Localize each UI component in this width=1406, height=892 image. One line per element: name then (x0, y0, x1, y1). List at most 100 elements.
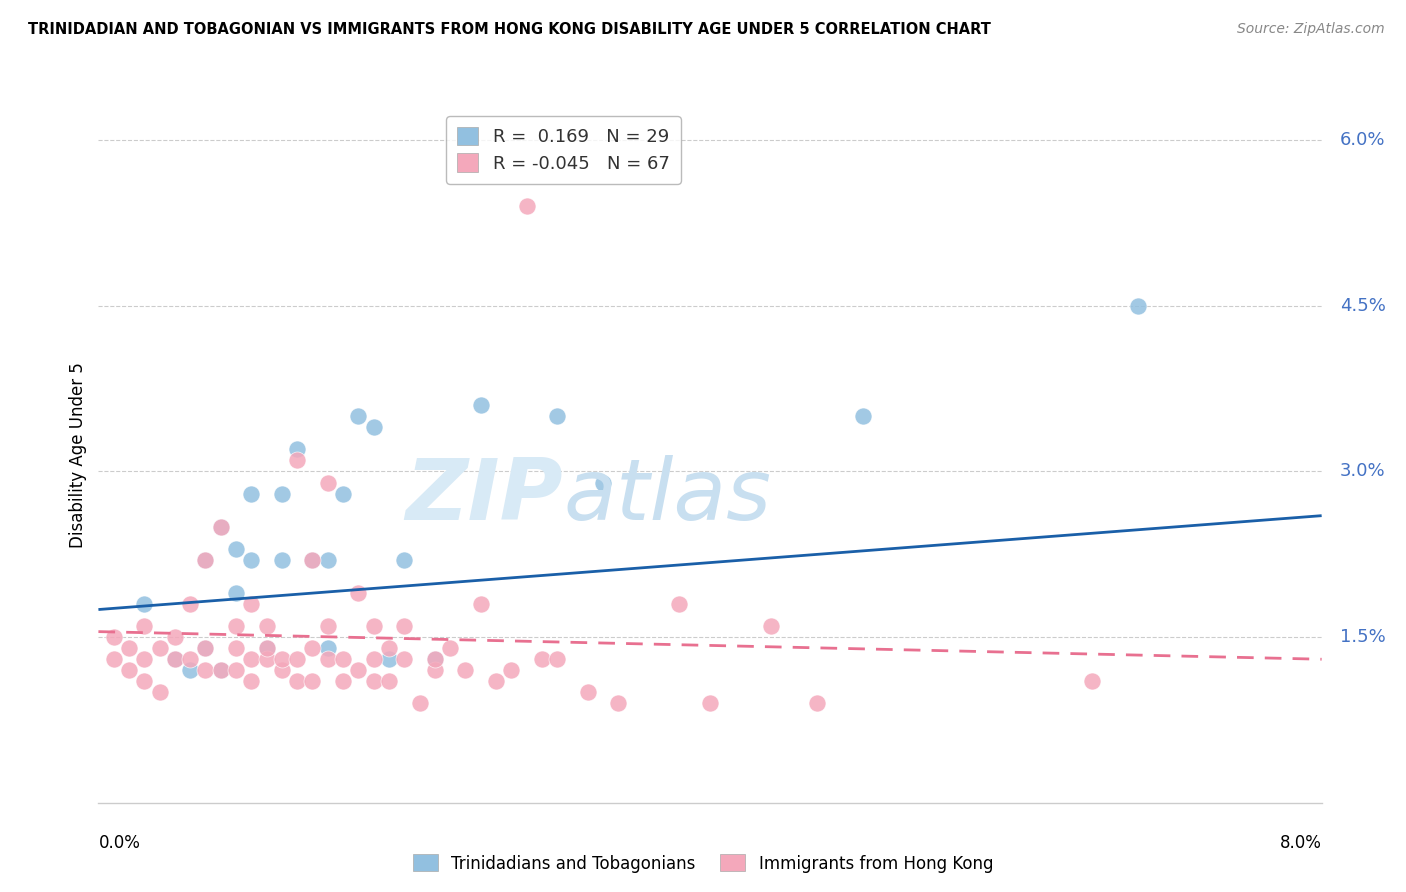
Point (240, 486, 263, 500)
Point (546, 409, 568, 424)
Point (134, 619, 156, 633)
Point (194, 641, 217, 656)
Point (378, 674, 401, 689)
Point (530, 652, 553, 666)
Point (470, 398, 492, 412)
Point (332, 674, 354, 689)
Point (316, 475, 339, 490)
Point (225, 641, 247, 656)
Point (256, 619, 278, 633)
Point (423, 663, 446, 677)
Point (363, 652, 385, 666)
Point (285, 652, 308, 666)
Text: 3.0%: 3.0% (1340, 462, 1386, 481)
Point (163, 652, 186, 666)
Point (240, 652, 263, 666)
Point (363, 619, 385, 633)
Point (270, 553, 294, 567)
Text: 4.5%: 4.5% (1340, 297, 1386, 315)
Legend: Trinidadians and Tobagonians, Immigrants from Hong Kong: Trinidadians and Tobagonians, Immigrants… (406, 847, 1000, 880)
Point (1081, 674, 1104, 689)
Point (501, 663, 523, 677)
Point (194, 553, 217, 567)
Text: 0.0%: 0.0% (98, 834, 141, 852)
Point (225, 619, 247, 633)
Legend: R =  0.169   N = 29, R = -0.045   N = 67: R = 0.169 N = 29, R = -0.045 N = 67 (446, 116, 681, 184)
Point (285, 674, 308, 689)
Point (347, 586, 370, 600)
Point (209, 519, 232, 533)
Point (225, 586, 247, 600)
Point (134, 674, 156, 689)
Point (316, 619, 339, 633)
Text: TRINIDADIAN AND TOBAGONIAN VS IMMIGRANTS FROM HONG KONG DISABILITY AGE UNDER 5 C: TRINIDADIAN AND TOBAGONIAN VS IMMIGRANTS… (28, 22, 991, 37)
Point (546, 652, 568, 666)
Point (179, 663, 201, 677)
Point (759, 619, 782, 633)
Point (316, 641, 339, 656)
Point (470, 597, 492, 611)
Point (256, 641, 278, 656)
Point (423, 652, 446, 666)
Point (485, 674, 508, 689)
Point (270, 652, 294, 666)
Text: 8.0%: 8.0% (1279, 834, 1322, 852)
Text: Source: ZipAtlas.com: Source: ZipAtlas.com (1237, 22, 1385, 37)
Point (118, 663, 141, 677)
Point (240, 597, 263, 611)
Point (392, 619, 416, 633)
Point (256, 652, 278, 666)
Point (270, 663, 294, 677)
Point (392, 553, 416, 567)
Point (134, 652, 156, 666)
Point (118, 641, 141, 656)
Point (240, 674, 263, 689)
Point (392, 652, 416, 666)
Point (163, 630, 186, 644)
Point (332, 486, 354, 500)
Point (576, 685, 599, 699)
Point (316, 652, 339, 666)
Point (699, 697, 721, 711)
Point (179, 597, 201, 611)
Point (378, 641, 401, 656)
Point (209, 519, 232, 533)
Point (439, 641, 461, 656)
Point (285, 442, 308, 457)
Point (592, 475, 614, 490)
Point (149, 641, 172, 656)
Text: atlas: atlas (564, 455, 772, 538)
Point (1128, 299, 1150, 313)
Point (668, 597, 690, 611)
Point (256, 641, 278, 656)
Point (347, 663, 370, 677)
Point (363, 420, 385, 434)
Point (301, 553, 323, 567)
Point (209, 663, 232, 677)
Point (194, 553, 217, 567)
Point (225, 663, 247, 677)
Point (194, 641, 217, 656)
Point (347, 409, 370, 424)
Text: 1.5%: 1.5% (1340, 628, 1386, 646)
Point (516, 199, 538, 213)
Point (806, 697, 828, 711)
Point (134, 597, 156, 611)
Point (209, 663, 232, 677)
Point (332, 652, 354, 666)
Text: 6.0%: 6.0% (1340, 131, 1385, 149)
Point (301, 553, 323, 567)
Point (301, 641, 323, 656)
Text: ZIP: ZIP (405, 455, 564, 538)
Point (423, 652, 446, 666)
Point (408, 697, 430, 711)
Point (163, 652, 186, 666)
Point (363, 674, 385, 689)
Point (285, 453, 308, 467)
Point (225, 541, 247, 556)
Y-axis label: Disability Age Under 5: Disability Age Under 5 (69, 362, 87, 548)
Point (270, 486, 294, 500)
Point (378, 652, 401, 666)
Point (240, 553, 263, 567)
Point (454, 663, 477, 677)
